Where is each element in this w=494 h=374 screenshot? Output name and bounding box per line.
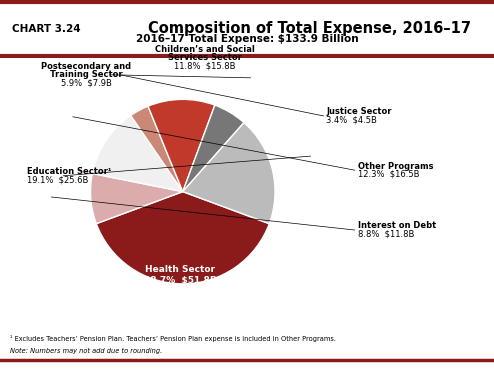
Text: CHART 3.24: CHART 3.24 [12, 24, 81, 34]
Text: Justice Sector: Justice Sector [326, 107, 392, 116]
Text: ¹ Excludes Teachers’ Pension Plan. Teachers’ Pension Plan expense is included in: ¹ Excludes Teachers’ Pension Plan. Teach… [10, 335, 336, 342]
Text: Services Sector: Services Sector [168, 53, 242, 62]
Text: Interest on Debt: Interest on Debt [358, 221, 436, 230]
Text: 2016–17 Total Expense: $133.9 Billion: 2016–17 Total Expense: $133.9 Billion [136, 34, 358, 44]
Wedge shape [90, 174, 183, 224]
Text: Postsecondary and: Postsecondary and [41, 62, 131, 71]
Text: Note: Numbers may not add due to rounding.: Note: Numbers may not add due to roundin… [10, 348, 162, 354]
Wedge shape [183, 123, 275, 224]
Text: Other Programs: Other Programs [358, 162, 434, 171]
Text: Training Sector: Training Sector [50, 70, 123, 79]
Text: 3.4%  $4.5B: 3.4% $4.5B [326, 116, 377, 125]
Text: 12.3%  $16.5B: 12.3% $16.5B [358, 170, 419, 179]
Wedge shape [131, 106, 183, 191]
Wedge shape [183, 105, 244, 191]
Text: 11.8%  $15.8B: 11.8% $15.8B [174, 62, 236, 71]
Text: Children’s and Social: Children’s and Social [155, 45, 255, 54]
Text: 8.8%  $11.8B: 8.8% $11.8B [358, 230, 414, 239]
Wedge shape [96, 191, 269, 284]
Wedge shape [148, 99, 215, 191]
Text: 19.1%  $25.6B: 19.1% $25.6B [27, 175, 88, 184]
Text: Health Sector
38.7%  $51.8B: Health Sector 38.7% $51.8B [144, 265, 217, 285]
Text: Education Sector¹: Education Sector¹ [27, 167, 112, 176]
Text: Composition of Total Expense, 2016–17: Composition of Total Expense, 2016–17 [148, 21, 471, 37]
Text: 5.9%  $7.9B: 5.9% $7.9B [61, 79, 112, 88]
Wedge shape [92, 116, 183, 191]
